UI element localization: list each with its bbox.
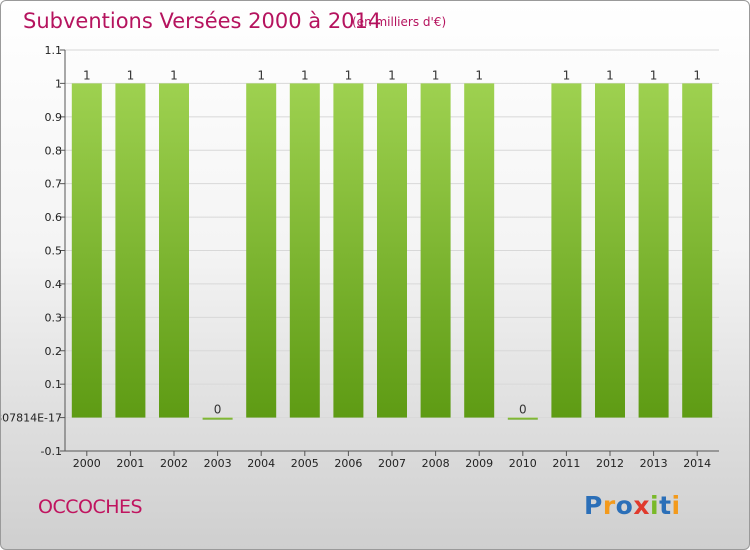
bar-value-label: 1 bbox=[693, 68, 701, 82]
bar-value-label: 1 bbox=[388, 68, 396, 82]
bar-value-label: 0 bbox=[519, 403, 527, 417]
bar-value-label: 1 bbox=[257, 68, 265, 82]
y-tick-label: 0.9 bbox=[45, 111, 63, 124]
x-tick-label: 2005 bbox=[291, 457, 319, 470]
bar-value-label: 1 bbox=[432, 68, 440, 82]
proxiti-logo: Proxiti bbox=[584, 491, 681, 520]
logo-letter: r bbox=[602, 491, 616, 520]
y-tick-label: 1.1 bbox=[45, 44, 63, 57]
bars bbox=[71, 83, 713, 420]
y-tick-label: 0.5 bbox=[45, 245, 63, 258]
bar bbox=[333, 83, 364, 418]
x-tick-label: 2007 bbox=[378, 457, 406, 470]
x-tick-label: 2006 bbox=[334, 457, 362, 470]
logo-letter: o bbox=[615, 491, 634, 520]
bar bbox=[682, 83, 713, 418]
logo-letter: i bbox=[650, 491, 660, 520]
y-tick-label: 0.1 bbox=[45, 378, 63, 391]
bar bbox=[246, 83, 277, 418]
y-tick-label: -0.1 bbox=[41, 445, 62, 458]
x-tick-label: 2008 bbox=[422, 457, 450, 470]
bar-value-label: 0 bbox=[214, 403, 222, 417]
bar bbox=[595, 83, 625, 418]
y-tick-label: -1.3877787807814E-17 bbox=[1, 412, 62, 425]
x-tick-label: 2002 bbox=[160, 457, 188, 470]
x-tick-label: 2004 bbox=[247, 457, 275, 470]
logo-letter: i bbox=[671, 491, 681, 520]
y-tick-label: 0.4 bbox=[45, 278, 63, 291]
logo-letter: P bbox=[584, 491, 603, 520]
y-tick-label: 0.3 bbox=[45, 311, 63, 324]
bar bbox=[115, 83, 146, 418]
x-tick-label: 2003 bbox=[204, 457, 232, 470]
x-tick-label: 2014 bbox=[683, 457, 711, 470]
bar-value-label: 1 bbox=[170, 68, 178, 82]
y-tick-label: 1 bbox=[55, 77, 62, 90]
y-tick-label: 0.2 bbox=[45, 345, 63, 358]
bar bbox=[159, 83, 189, 418]
bar bbox=[289, 83, 320, 418]
axes bbox=[60, 49, 719, 456]
x-tick-label: 2009 bbox=[465, 457, 493, 470]
y-tick-label: 0.7 bbox=[45, 178, 63, 191]
x-tick-label: 2001 bbox=[116, 457, 144, 470]
labels: -0.1 -1.3877787807814E-17 0.1 0.2 0.3 0.4 0.5 0… bbox=[1, 44, 711, 470]
bar-value-label: 1 bbox=[127, 68, 135, 82]
bar-value-label: 1 bbox=[563, 68, 571, 82]
bar bbox=[551, 83, 582, 418]
logo-letter: x bbox=[633, 491, 650, 520]
commune-name: OCCOCHES bbox=[38, 496, 143, 518]
bar-value-label: 1 bbox=[345, 68, 353, 82]
x-tick-label: 2011 bbox=[552, 457, 580, 470]
y-tick-label: 0.8 bbox=[45, 144, 63, 157]
bar bbox=[202, 417, 233, 420]
chart-unit-note: (en milliers d'€) bbox=[352, 15, 447, 29]
bar-value-label: 1 bbox=[83, 68, 91, 82]
bar bbox=[507, 417, 538, 420]
bar bbox=[71, 83, 102, 418]
bar bbox=[464, 83, 495, 418]
logo-letter: t bbox=[659, 491, 672, 520]
y-tick-label: 0.6 bbox=[45, 211, 63, 224]
chart-title: Subventions Versées 2000 à 2014 bbox=[23, 9, 382, 33]
bar-value-label: 1 bbox=[301, 68, 309, 82]
bar bbox=[638, 83, 669, 418]
x-tick-label: 2013 bbox=[640, 457, 668, 470]
bar-value-label: 1 bbox=[606, 68, 614, 82]
x-tick-label: 2010 bbox=[509, 457, 537, 470]
bar bbox=[420, 83, 451, 418]
bar-value-label: 1 bbox=[650, 68, 658, 82]
bar-value-label: 1 bbox=[475, 68, 483, 82]
bar bbox=[377, 83, 407, 418]
x-tick-label: 2012 bbox=[596, 457, 624, 470]
x-tick-label: 2000 bbox=[73, 457, 101, 470]
